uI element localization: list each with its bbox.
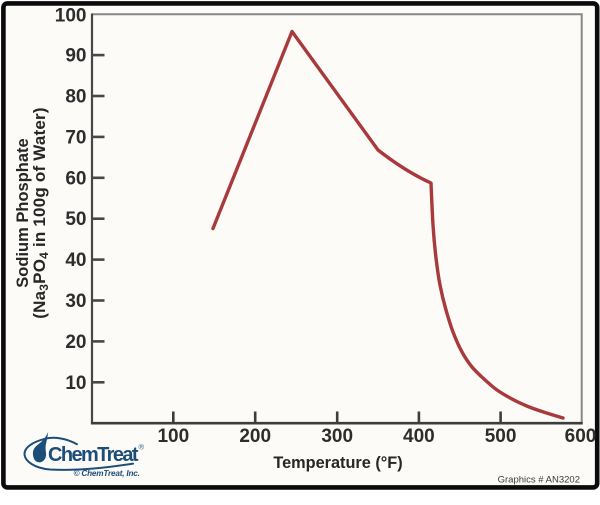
svg-text:200: 200 (239, 426, 271, 447)
svg-text:(Na3PO4 in 100g of Water): (Na3PO4 in 100g of Water) (30, 107, 51, 318)
svg-text:Graphics # AN3202: Graphics # AN3202 (498, 475, 580, 486)
svg-text:Sodium Phosphate: Sodium Phosphate (14, 138, 32, 287)
svg-text:®: ® (139, 443, 145, 452)
svg-text:30: 30 (65, 291, 86, 312)
svg-text:70: 70 (65, 127, 86, 148)
svg-text:90: 90 (65, 46, 86, 67)
svg-text:© ChemTreat, Inc.: © ChemTreat, Inc. (74, 469, 140, 478)
svg-text:Temperature (°F): Temperature (°F) (273, 454, 402, 472)
svg-text:60: 60 (65, 168, 86, 189)
svg-text:80: 80 (65, 87, 86, 108)
svg-text:100: 100 (157, 426, 189, 447)
svg-text:10: 10 (65, 373, 86, 394)
svg-text:40: 40 (65, 250, 86, 271)
svg-text:50: 50 (65, 209, 86, 230)
svg-text:100: 100 (55, 6, 87, 27)
svg-text:600: 600 (565, 426, 597, 447)
svg-text:ChemTreat: ChemTreat (48, 444, 139, 466)
svg-text:20: 20 (65, 332, 86, 353)
svg-text:300: 300 (321, 426, 353, 447)
svg-text:400: 400 (403, 426, 435, 447)
svg-text:500: 500 (485, 426, 517, 447)
